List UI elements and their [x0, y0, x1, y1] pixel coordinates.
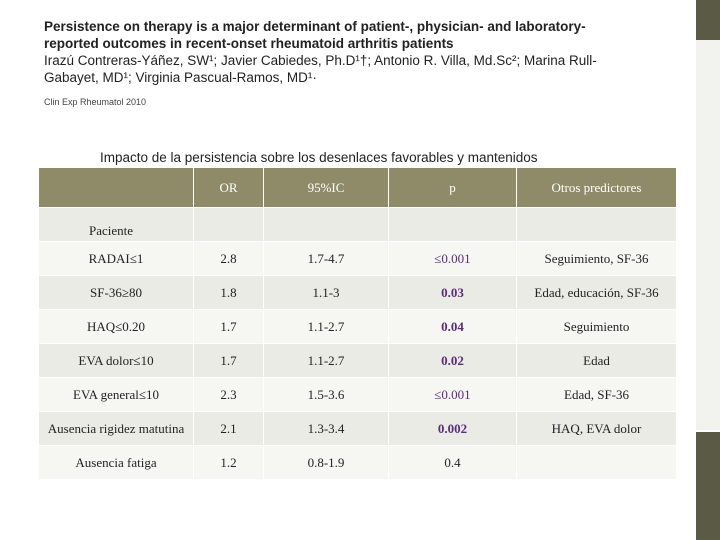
table-row: Ausencia rigidez matutina 2.1 1.3-3.4 0.…: [38, 411, 677, 446]
row-label: HAQ≤0.20: [38, 309, 194, 344]
row-p: 0.02: [388, 343, 517, 378]
table-row: RADAI≤1 2.8 1.7-4.7 ≤0.001 Seguimiento, …: [38, 241, 677, 276]
row-label: Ausencia rigidez matutina: [38, 411, 194, 446]
row-label: SF-36≥80: [38, 275, 194, 310]
paper-header: Persistence on therapy is a major determ…: [44, 18, 664, 86]
section-row-paciente: Paciente: [38, 207, 677, 242]
paper-authors-line-2: Gabayet, MD¹; Virginia Pascual-Ramos, MD…: [44, 70, 317, 85]
row-or: 2.8: [193, 241, 264, 276]
row-ic: 0.8-1.9: [263, 445, 389, 480]
row-or: 1.8: [193, 275, 264, 310]
row-otros: Seguimiento, SF-36: [516, 241, 677, 276]
paper-authors: Irazú Contreras-Yáñez, SW¹; Javier Cabie…: [44, 52, 664, 86]
table-row: HAQ≤0.20 1.7 1.1-2.7 0.04 Seguimiento: [38, 309, 677, 344]
row-ic: 1.1-3: [263, 275, 389, 310]
table-header-row: OR 95%IC p Otros predictores: [38, 167, 677, 208]
row-label: EVA general≤10: [38, 377, 194, 412]
row-or: 1.7: [193, 343, 264, 378]
row-otros: Edad, SF-36: [516, 377, 677, 412]
row-otros: Edad: [516, 343, 677, 378]
sidebar-accent-line: [696, 430, 720, 432]
row-p: 0.4: [388, 445, 517, 480]
row-p: 0.04: [388, 309, 517, 344]
paper-title-line-2: reported outcomes in recent-onset rheuma…: [44, 36, 454, 51]
table-title: Impacto de la persistencia sobre los des…: [100, 150, 538, 165]
column-header-p: p: [388, 167, 517, 208]
row-otros: Seguimiento: [516, 309, 677, 344]
row-label: Ausencia fatiga: [38, 445, 194, 480]
column-header-ic: 95%IC: [263, 167, 389, 208]
table-row: EVA dolor≤10 1.7 1.1-2.7 0.02 Edad: [38, 343, 677, 378]
sidebar-bottom-block: [696, 432, 720, 540]
row-p: ≤0.001: [388, 241, 517, 276]
row-or: 2.1: [193, 411, 264, 446]
row-ic: 1.1-2.7: [263, 309, 389, 344]
table-row: Ausencia fatiga 1.2 0.8-1.9 0.4: [38, 445, 677, 480]
paper-title-line-1: Persistence on therapy is a major determ…: [44, 19, 586, 34]
section-label: Paciente: [38, 207, 194, 242]
decorative-sidebar: [696, 0, 720, 540]
results-table: OR 95%IC p Otros predictores Paciente RA…: [38, 167, 677, 480]
paper-title: Persistence on therapy is a major determ…: [44, 18, 664, 52]
table-row: SF-36≥80 1.8 1.1-3 0.03 Edad, educación,…: [38, 275, 677, 310]
sidebar-top-block: [696, 0, 720, 40]
row-p: 0.03: [388, 275, 517, 310]
row-ic: 1.1-2.7: [263, 343, 389, 378]
column-header-otros: Otros predictores: [516, 167, 677, 208]
column-header-label: [38, 167, 194, 208]
row-or: 2.3: [193, 377, 264, 412]
table-row: EVA general≤10 2.3 1.5-3.6 ≤0.001 Edad, …: [38, 377, 677, 412]
row-otros: [516, 445, 677, 480]
row-p: 0.002: [388, 411, 517, 446]
row-ic: 1.7-4.7: [263, 241, 389, 276]
row-or: 1.2: [193, 445, 264, 480]
row-label: EVA dolor≤10: [38, 343, 194, 378]
row-ic: 1.3-3.4: [263, 411, 389, 446]
journal-citation: Clin Exp Rheumatol 2010: [44, 97, 147, 107]
paper-authors-line-1: Irazú Contreras-Yáñez, SW¹; Javier Cabie…: [44, 53, 597, 68]
column-header-or: OR: [193, 167, 264, 208]
row-otros: Edad, educación, SF-36: [516, 275, 677, 310]
row-p: ≤0.001: [388, 377, 517, 412]
row-ic: 1.5-3.6: [263, 377, 389, 412]
row-or: 1.7: [193, 309, 264, 344]
row-label: RADAI≤1: [38, 241, 194, 276]
row-otros: HAQ, EVA dolor: [516, 411, 677, 446]
